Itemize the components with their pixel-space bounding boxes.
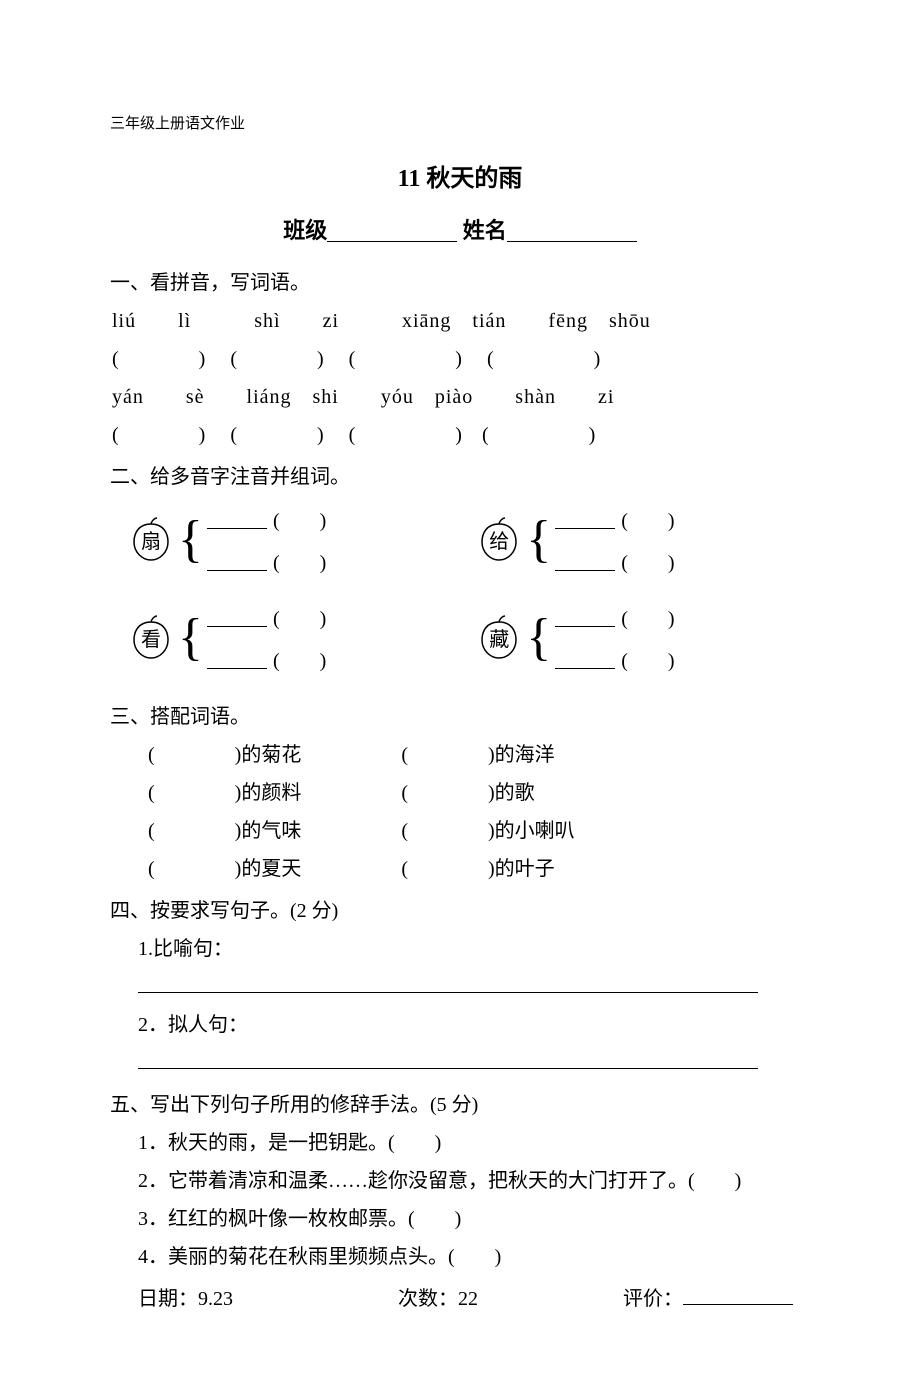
section-2: 二、给多音字注音并组词。 扇 { ( ) ( ) 给 {	[110, 458, 810, 680]
category-label: 三年级上册语文作业	[110, 110, 810, 139]
blank-line[interactable]	[555, 613, 615, 627]
class-blank[interactable]	[327, 220, 457, 242]
apple-char: 扇	[141, 523, 161, 561]
blank-line[interactable]	[207, 613, 267, 627]
q5-4: 4．美丽的菊花在秋雨里频频点头。( )	[138, 1238, 810, 1276]
apple-group-cang: 藏 { ( ) ( )	[476, 600, 674, 680]
footer-row: 日期：9.23 次数：22 评价：	[138, 1280, 810, 1318]
q4-1: 1.比喻句：	[138, 930, 810, 968]
section-1-heading: 一、看拼音，写词语。	[110, 264, 810, 302]
apple-row-2: 看 { ( ) ( ) 藏 { ( ) ( )	[128, 600, 810, 680]
bracket-lines: ( ) ( )	[555, 600, 674, 680]
match-right: )的叶子	[488, 858, 555, 880]
name-label: 姓名	[463, 218, 507, 243]
answer-line[interactable]	[138, 1051, 758, 1069]
section-4-heading: 四、按要求写句子。(2 分)	[110, 892, 810, 930]
q4-2: 2．拟人句：	[138, 1006, 810, 1044]
apple-icon: 扇	[128, 522, 174, 562]
match-row: ( )的颜料 ( )的歌	[148, 774, 810, 812]
bracket-lines: ( ) ( )	[555, 502, 674, 582]
pinyin-row-2: yán sè liáng shi yóu piào shàn zi	[112, 378, 810, 416]
blank-line[interactable]	[555, 557, 615, 571]
bracket-icon: {	[178, 612, 203, 664]
apple-char: 看	[141, 621, 161, 659]
blank-paren[interactable]: ( )	[273, 552, 326, 574]
paren-row-2[interactable]: ( ) ( ) ( ) ( )	[112, 416, 810, 454]
section-1: 一、看拼音，写词语。 liú lì shì zi xiāng tián fēng…	[110, 264, 810, 454]
blank-line[interactable]	[207, 515, 267, 529]
paren-row-1[interactable]: ( ) ( ) ( ) ( )	[112, 340, 810, 378]
class-label: 班级	[283, 218, 327, 243]
match-left: )的颜料	[235, 782, 302, 804]
apple-icon: 藏	[476, 620, 522, 660]
blank-paren[interactable]: ( )	[273, 608, 326, 630]
blank-line[interactable]	[207, 557, 267, 571]
date-value: 9.23	[198, 1288, 233, 1310]
apple-group-kan: 看 { ( ) ( )	[128, 600, 326, 680]
blank-paren[interactable]: ( )	[621, 650, 674, 672]
eval-label: 评价：	[623, 1288, 683, 1310]
match-left: )的菊花	[235, 744, 302, 766]
apple-char: 给	[489, 523, 509, 561]
date-label: 日期：	[138, 1288, 198, 1310]
blank-paren[interactable]: ( )	[621, 608, 674, 630]
section-2-heading: 二、给多音字注音并组词。	[110, 458, 810, 496]
blank-paren[interactable]: ( )	[621, 510, 674, 532]
pinyin-row-1: liú lì shì zi xiāng tián fēng shōu	[112, 302, 810, 340]
bracket-icon: {	[526, 612, 551, 664]
bracket-lines: ( ) ( )	[207, 600, 326, 680]
bracket-icon: {	[526, 514, 551, 566]
apple-row-1: 扇 { ( ) ( ) 给 { ( ) ( )	[128, 502, 810, 582]
match-row: ( )的夏天 ( )的叶子	[148, 850, 810, 888]
match-right: )的小喇叭	[488, 820, 575, 842]
apple-group-shan: 扇 { ( ) ( )	[128, 502, 326, 582]
count-label: 次数：	[398, 1288, 458, 1310]
section-5: 五、写出下列句子所用的修辞手法。(5 分) 1．秋天的雨，是一把钥匙。( ) 2…	[110, 1086, 810, 1276]
blank-line[interactable]	[555, 515, 615, 529]
apple-char: 藏	[489, 621, 509, 659]
match-row: ( )的菊花 ( )的海洋	[148, 736, 810, 774]
worksheet-page: 三年级上册语文作业 11 秋天的雨 班级 姓名 一、看拼音，写词语。 liú l…	[0, 0, 920, 1378]
section-4: 四、按要求写句子。(2 分) 1.比喻句： 2．拟人句：	[110, 892, 810, 1082]
apple-icon: 给	[476, 522, 522, 562]
section-3-heading: 三、搭配词语。	[110, 698, 810, 736]
blank-line[interactable]	[207, 655, 267, 669]
match-left: )的气味	[235, 820, 302, 842]
blank-line[interactable]	[555, 655, 615, 669]
match-row: ( )的气味 ( )的小喇叭	[148, 812, 810, 850]
blank-paren[interactable]: ( )	[273, 510, 326, 532]
blank-paren[interactable]: ( )	[273, 650, 326, 672]
blank-paren[interactable]: ( )	[621, 552, 674, 574]
answer-line[interactable]	[138, 975, 758, 993]
q5-1: 1．秋天的雨，是一把钥匙。( )	[138, 1124, 810, 1162]
eval-blank[interactable]	[683, 1287, 793, 1305]
header-row: 班级 姓名	[110, 210, 810, 252]
apple-icon: 看	[128, 620, 174, 660]
section-3: 三、搭配词语。 ( )的菊花 ( )的海洋 ( )的颜料 ( )的歌 ( )的气…	[110, 698, 810, 888]
match-right: )的海洋	[488, 744, 555, 766]
match-right: )的歌	[488, 782, 535, 804]
worksheet-title: 11 秋天的雨	[110, 157, 810, 203]
bracket-lines: ( ) ( )	[207, 502, 326, 582]
match-left: )的夏天	[235, 858, 302, 880]
section-5-heading: 五、写出下列句子所用的修辞手法。(5 分)	[110, 1086, 810, 1124]
name-blank[interactable]	[507, 220, 637, 242]
bracket-icon: {	[178, 514, 203, 566]
q5-3: 3．红红的枫叶像一枚枚邮票。( )	[138, 1200, 810, 1238]
q5-2: 2．它带着清凉和温柔……趁你没留意，把秋天的大门打开了。( )	[138, 1162, 810, 1200]
count-value: 22	[458, 1288, 478, 1310]
apple-group-gei: 给 { ( ) ( )	[476, 502, 674, 582]
